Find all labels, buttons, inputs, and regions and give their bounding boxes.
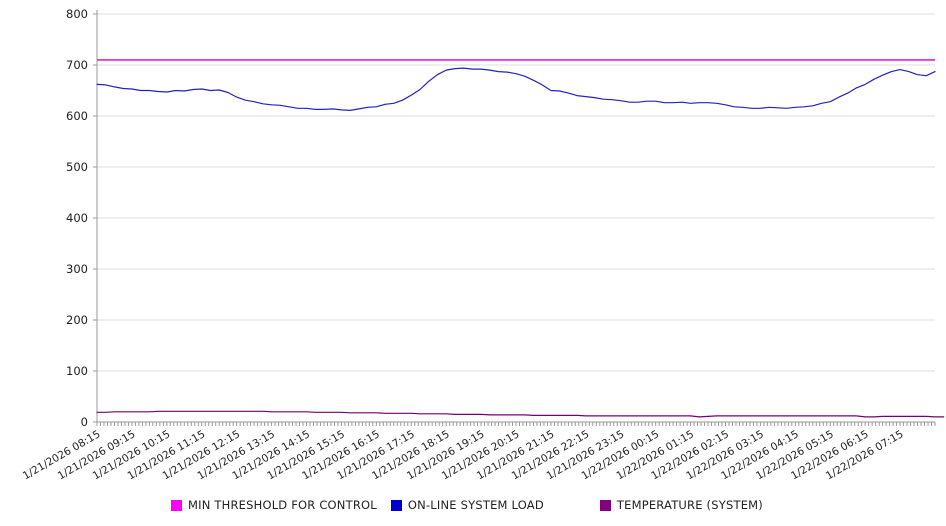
legend-item-min-threshold-for-control: MIN THRESHOLD FOR CONTROL [171,498,377,512]
y-axis-ticks [93,13,97,423]
y-tick-label: 800 [66,7,88,21]
y-tick-label: 100 [66,364,88,378]
legend-swatch-magenta-icon [171,499,182,511]
y-tick-label: 300 [66,262,88,276]
legend-swatch-purple-icon [599,499,611,511]
legend-item-temperature-system: TEMPERATURE (SYSTEM) [599,498,763,512]
series-on-line-system-load [96,67,936,112]
legend-label: TEMPERATURE (SYSTEM) [616,498,763,512]
x-axis-minor-ticks [96,422,936,426]
x-axis-labels: 1/21/2026 08:151/21/2026 09:151/21/2026 … [21,428,906,482]
y-tick-label: 200 [66,313,88,327]
y-tick-label: 700 [66,58,88,72]
legend-item-online-system-load: ON-LINE SYSTEM LOAD [390,498,544,512]
y-tick-label: 600 [66,109,88,123]
y-tick-label: 0 [81,415,88,429]
legend-label: ON-LINE SYSTEM LOAD [407,498,544,512]
series-temperature-system- [96,410,945,418]
gridlines [97,13,935,372]
axes [96,10,935,423]
y-tick-label: 500 [66,160,88,174]
legend-swatch-blue-icon [390,499,402,511]
line-chart: 0 100 200 300 400 500 600 700 800 1/21/2026 08:15… [21,7,945,482]
legend-label: MIN THRESHOLD FOR CONTROL [188,498,377,512]
y-axis-labels: 0 100 200 300 400 500 600 700 800 [66,7,88,429]
y-tick-label: 400 [66,211,88,225]
chart-legend: MIN THRESHOLD FOR CONTROL ON-LINE SYSTEM… [171,497,763,513]
